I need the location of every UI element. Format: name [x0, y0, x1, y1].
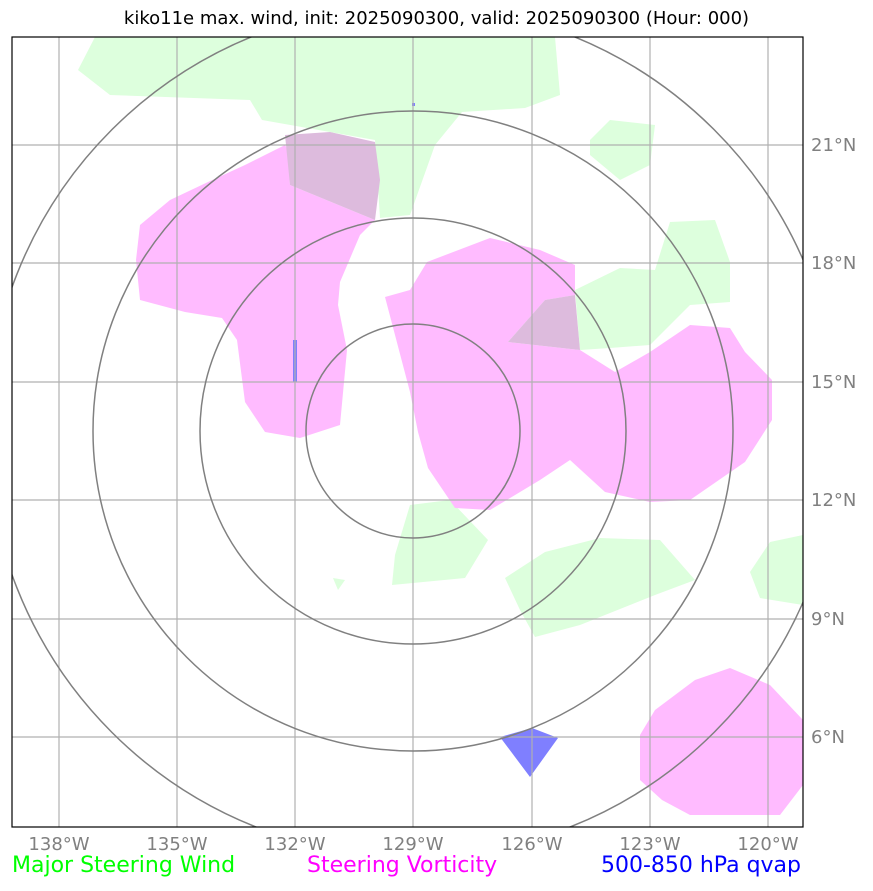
- overlap-areas: [285, 132, 580, 350]
- lon-label-126w: 126°W: [501, 834, 562, 855]
- lat-label-15n: 15°N: [811, 372, 856, 393]
- lon-label-132w: 132°W: [264, 834, 325, 855]
- lat-label-9n: 9°N: [811, 609, 845, 630]
- map-frame: [11, 36, 804, 828]
- vorticity-area-center: [385, 238, 772, 510]
- lat-label-12n: 12°N: [811, 490, 856, 511]
- lat-lon-grid: [12, 37, 803, 827]
- range-ring-1: [305, 323, 521, 539]
- wind-area-northeast: [590, 120, 655, 180]
- steering-wind-areas: [78, 37, 803, 637]
- lon-label-120w: 120°W: [737, 834, 798, 855]
- lat-label-21n: 21°N: [811, 135, 856, 156]
- map-title: kiko11e max. wind, init: 2025090300, val…: [123, 8, 750, 29]
- longitude-labels: 138°W 135°W 132°W 129°W 126°W 123°W 120°…: [28, 834, 798, 855]
- legend-steering-vorticity: Steering Vorticity: [307, 853, 498, 878]
- legend-qvap: 500-850 hPa qvap: [600, 853, 801, 878]
- range-rings: [12, 37, 803, 827]
- lon-label-135w: 135°W: [146, 834, 207, 855]
- steering-vorticity-areas: [136, 145, 803, 815]
- wind-area-south-center: [392, 500, 488, 585]
- lon-label-138w: 138°W: [28, 834, 89, 855]
- latitude-labels: 21°N 18°N 15°N 12°N 9°N 6°N: [811, 135, 856, 748]
- range-ring-3: [92, 110, 734, 752]
- vorticity-area-west: [136, 145, 375, 438]
- lon-label-129w: 129°W: [382, 834, 443, 855]
- lat-label-18n: 18°N: [811, 253, 856, 274]
- legend-steering-wind: Major Steering Wind: [12, 853, 236, 878]
- overlap-area-north: [285, 132, 380, 220]
- lon-label-123w: 123°W: [619, 834, 680, 855]
- wind-area-southeast: [505, 538, 695, 637]
- wind-area-far-east: [750, 535, 803, 605]
- wind-area-speck: [333, 578, 345, 590]
- vorticity-area-southeast: [640, 668, 803, 815]
- range-ring-2: [199, 217, 627, 645]
- wind-area-east: [575, 220, 730, 350]
- wind-area-north: [78, 37, 560, 218]
- qvap-area-south: [500, 728, 558, 777]
- overlap-area-east: [508, 295, 580, 350]
- lat-label-6n: 6°N: [811, 727, 845, 748]
